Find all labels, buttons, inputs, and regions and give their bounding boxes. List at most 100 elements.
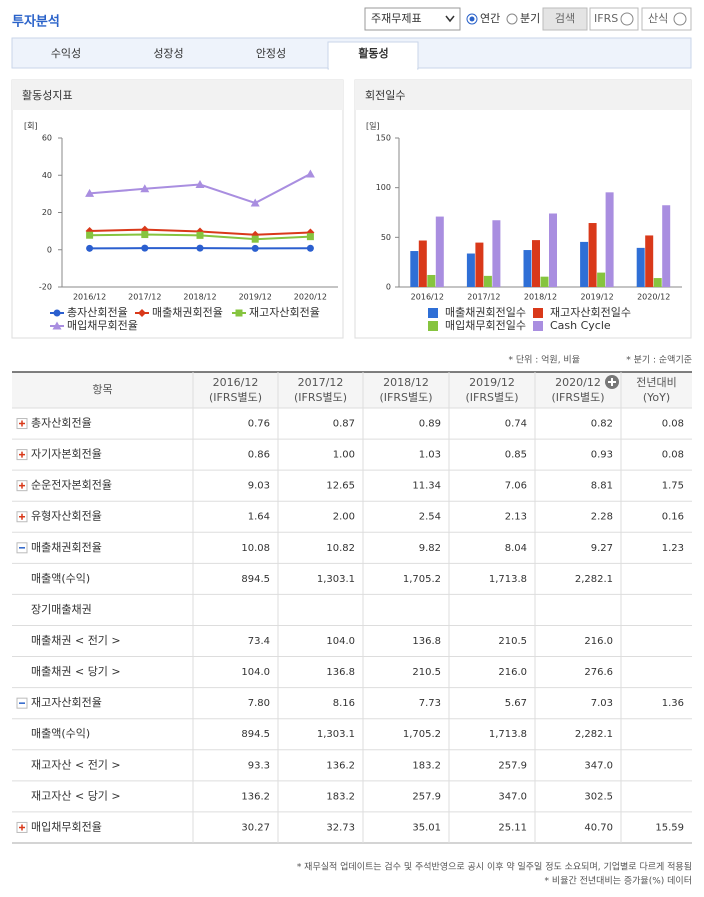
- column-header: 2017/12: [298, 376, 344, 389]
- column-header: (IFRS별도): [379, 391, 432, 404]
- radio[interactable]: [506, 13, 518, 25]
- legend-label: 매입채무회전율: [67, 319, 138, 332]
- marker: [196, 231, 204, 239]
- row-toggle-sign: [19, 451, 25, 458]
- legend-label: Cash Cycle: [550, 319, 611, 332]
- bar: [636, 247, 645, 287]
- bar: [418, 240, 427, 287]
- tab-label: 안정성: [256, 47, 286, 60]
- unit-note: * 분기 : 순액기준: [626, 354, 692, 366]
- cell: 1.75: [662, 481, 684, 492]
- bar: [427, 274, 436, 287]
- cell: 276.6: [584, 667, 613, 678]
- marker: [85, 188, 95, 197]
- cell: 210.5: [498, 636, 527, 647]
- y-tick-label: 0: [47, 245, 52, 254]
- marker: [196, 244, 204, 252]
- cell: 0.08: [662, 450, 684, 461]
- row-toggle-sign: [19, 513, 25, 520]
- cell: 1.23: [662, 543, 684, 554]
- cell: 1.36: [662, 698, 684, 709]
- panel: [354, 79, 692, 339]
- cell: 8.81: [591, 481, 613, 492]
- y-tick-label: -20: [39, 283, 52, 292]
- cell: 9.27: [591, 543, 613, 554]
- cell: 2,282.1: [575, 729, 613, 740]
- marker: [305, 169, 315, 178]
- x-tick-label: 2016/12: [73, 293, 106, 302]
- y-tick-label: 20: [42, 208, 52, 217]
- cell: 136.2: [326, 760, 355, 771]
- bar: [597, 272, 606, 287]
- cell: 216.0: [584, 636, 613, 647]
- cell: 104.0: [241, 667, 270, 678]
- cell: 12.65: [326, 481, 355, 492]
- column-header: 2020/12: [555, 376, 601, 389]
- button-label: IFRS: [594, 12, 618, 25]
- cell: 1.03: [419, 450, 441, 461]
- cell: 0.74: [505, 419, 527, 430]
- bar: [435, 216, 444, 287]
- cell: 2,282.1: [575, 574, 613, 585]
- cell: 216.0: [498, 667, 527, 678]
- legend-label: 매입채무회전일수: [445, 318, 526, 332]
- bar: [466, 253, 475, 287]
- column-header: (YoY): [643, 391, 670, 404]
- tab-label: 활동성: [358, 46, 388, 60]
- y-tick-label: 40: [42, 171, 52, 180]
- radio-dot: [469, 16, 475, 22]
- row-toggle-sign: [19, 420, 25, 427]
- cell: 2.13: [505, 512, 527, 523]
- marker: [195, 180, 205, 189]
- cell: 0.93: [591, 450, 613, 461]
- cell: 257.9: [412, 791, 441, 802]
- x-tick-label: 2020/12: [294, 293, 327, 302]
- legend-swatch: [428, 321, 438, 331]
- marker: [86, 231, 94, 239]
- cell: 32.73: [326, 822, 355, 833]
- row-label: 총자산회전율: [31, 417, 92, 430]
- button-label: 산식: [648, 12, 668, 25]
- select[interactable]: [364, 7, 461, 31]
- cell: 30.27: [241, 822, 270, 833]
- row-label: 재고자산 < 전기 >: [31, 758, 121, 771]
- cell: 7.73: [419, 698, 441, 709]
- x-tick-label: 2019/12: [239, 293, 272, 302]
- bar: [549, 213, 557, 287]
- cell: 10.82: [326, 543, 355, 554]
- cell: 0.16: [662, 512, 684, 523]
- button[interactable]: [542, 7, 588, 31]
- cell: 1.00: [333, 450, 355, 461]
- cell: 1,713.8: [489, 574, 527, 585]
- column-header: (IFRS별도): [209, 391, 262, 404]
- column-header: (IFRS별도): [465, 391, 518, 404]
- cell: 5.67: [505, 698, 527, 709]
- x-tick-label: 2017/12: [128, 293, 161, 302]
- cell: 9.82: [419, 543, 441, 554]
- unit-note: * 단위 : 억원, 비율: [508, 354, 580, 366]
- expand-plus: [608, 378, 616, 386]
- row-label: 매출채권 < 당기 >: [31, 665, 121, 678]
- bar: [483, 275, 492, 287]
- cell: 10.08: [241, 543, 270, 554]
- marker: [306, 233, 314, 241]
- legend-label: 매출채권회전일수: [445, 305, 526, 319]
- row-label: 매출액(수익): [31, 727, 90, 740]
- cell: 0.86: [248, 450, 270, 461]
- row-label: 자기자본회전율: [31, 448, 102, 461]
- x-tick-label: 2018/12: [524, 293, 557, 302]
- cell: 183.2: [326, 791, 355, 802]
- x-tick-label: 2017/12: [467, 293, 500, 302]
- x-tick-label: 2019/12: [580, 293, 613, 302]
- y-unit: [일]: [366, 122, 380, 131]
- tab-active: [327, 41, 419, 70]
- cell: 0.76: [248, 419, 270, 430]
- cell: 136.8: [326, 667, 355, 678]
- legend-marker: [53, 309, 61, 317]
- cell: 35.01: [412, 822, 441, 833]
- marker: [140, 184, 150, 193]
- bar: [410, 251, 419, 287]
- cell: 104.0: [326, 636, 355, 647]
- cell: 11.34: [412, 481, 441, 492]
